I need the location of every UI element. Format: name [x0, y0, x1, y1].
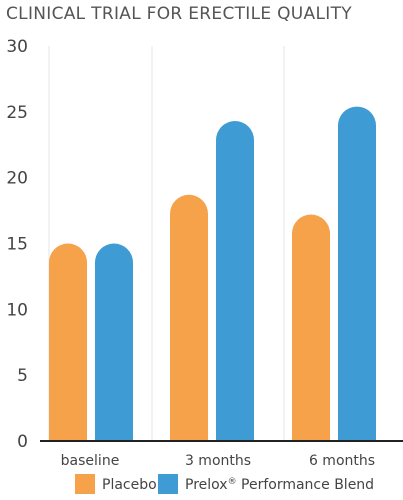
x-tick-label: 3 months [185, 453, 251, 469]
x-tick-label: baseline [61, 453, 120, 469]
legend-label-prelox-sup: ® [228, 477, 237, 487]
x-tick-label: 6 months [309, 453, 375, 469]
y-tick-label: 10 [6, 300, 28, 320]
bar-3-months-prelox [216, 121, 254, 442]
bar-6-months-placebo [292, 214, 330, 441]
y-tick-label: 25 [6, 103, 28, 123]
y-axis-ticks: 0 5 10 15 20 25 30 [6, 37, 28, 452]
bar-baseline-prelox [95, 243, 133, 441]
bar-6-months-prelox [338, 106, 376, 442]
legend-label-prelox: Prelox® Performance Blend [185, 477, 374, 493]
y-tick-label: 5 [17, 366, 28, 386]
y-tick-label: 0 [17, 432, 28, 452]
bar-3-months-placebo [170, 194, 208, 441]
chart-title: CLINICAL TRIAL FOR ERECTILE QUALITY [6, 4, 352, 24]
legend: Placebo Prelox® Performance Blend [75, 474, 374, 494]
x-axis-ticks: baseline 3 months 6 months [61, 453, 375, 469]
y-tick-label: 30 [6, 37, 28, 57]
y-tick-label: 20 [6, 169, 28, 189]
legend-label-placebo: Placebo [102, 477, 157, 493]
legend-swatch-placebo [75, 474, 95, 494]
legend-label-prelox-main: Prelox [185, 477, 228, 493]
y-tick-label: 15 [6, 235, 28, 255]
bars [49, 106, 376, 442]
bar-baseline-placebo [49, 243, 87, 441]
legend-label-prelox-rest: Performance Blend [237, 477, 374, 493]
legend-swatch-prelox [158, 474, 178, 494]
